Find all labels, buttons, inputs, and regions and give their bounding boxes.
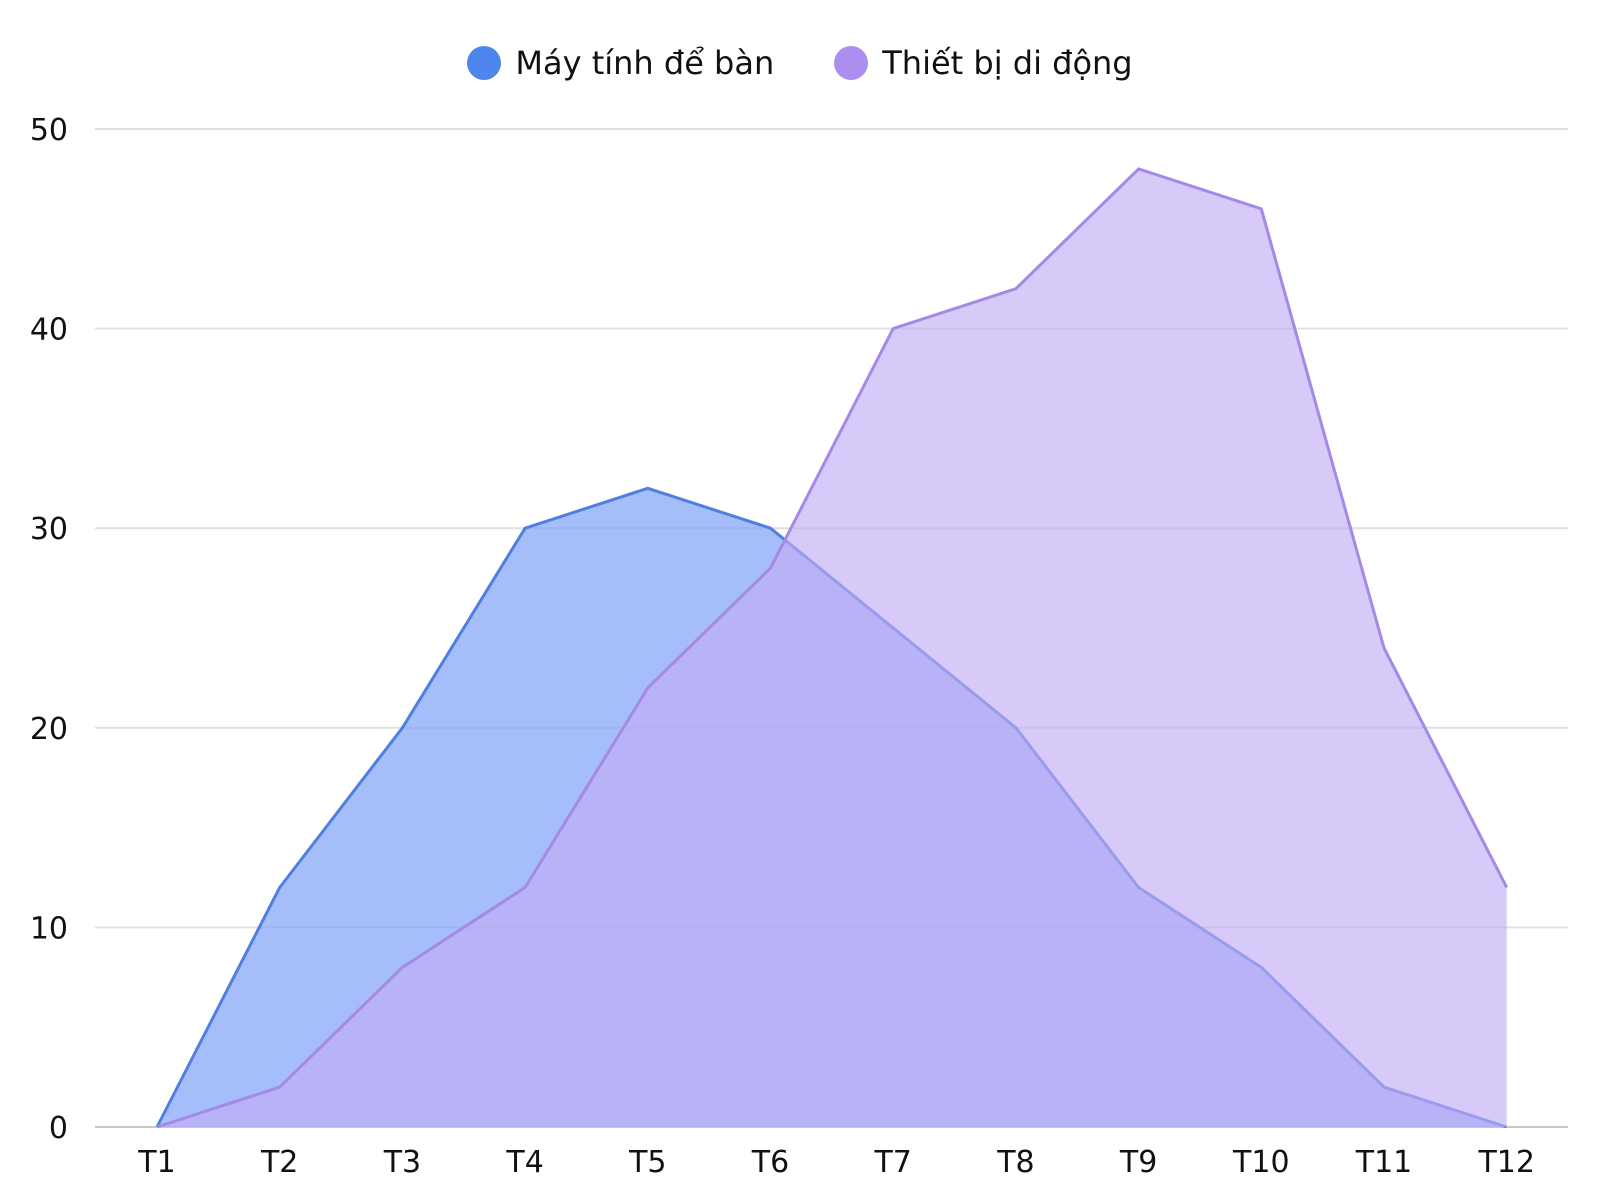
x-tick-label: T4 (505, 1145, 543, 1180)
x-tick-label: T8 (996, 1145, 1034, 1180)
y-tick-label: 10 (30, 911, 68, 946)
y-axis: 0 10 20 30 40 50 (30, 113, 68, 1146)
y-tick-label: 0 (49, 1111, 68, 1146)
legend-swatch-mobile-icon (834, 46, 869, 80)
x-axis: T1 T2 T3 T4 T5 T6 T7 T8 T9 T10 T11 T12 (137, 1145, 1535, 1180)
legend-item-mobile[interactable]: Thiết bị di động (834, 44, 1133, 82)
area-line-mobile (156, 167, 1509, 1129)
x-tick-label: T11 (1355, 1145, 1413, 1180)
series-areas (155, 167, 1509, 1129)
area-fill-mobile (157, 168, 1507, 1128)
x-tick-label: T5 (628, 1145, 666, 1180)
x-tick-label: T1 (137, 1145, 175, 1180)
x-tick-label: T10 (1232, 1145, 1290, 1180)
x-tick-label: T12 (1477, 1145, 1535, 1180)
y-tick-label: 40 (30, 313, 68, 348)
legend-label-mobile: Thiết bị di động (882, 44, 1133, 82)
x-tick-label: T3 (383, 1145, 421, 1180)
x-tick-label: T7 (873, 1145, 911, 1180)
x-tick-label: T2 (260, 1145, 298, 1180)
y-tick-label: 30 (30, 512, 68, 547)
legend: Máy tính để bàn Thiết bị di động (0, 44, 1600, 82)
x-tick-label: T6 (751, 1145, 789, 1180)
legend-label-desktop: Máy tính để bàn (515, 44, 775, 82)
x-tick-label: T9 (1119, 1145, 1157, 1180)
y-tick-label: 50 (30, 113, 68, 148)
y-tick-label: 20 (30, 712, 68, 747)
legend-item-desktop[interactable]: Máy tính để bàn (467, 44, 774, 82)
legend-swatch-desktop-icon (467, 46, 502, 80)
